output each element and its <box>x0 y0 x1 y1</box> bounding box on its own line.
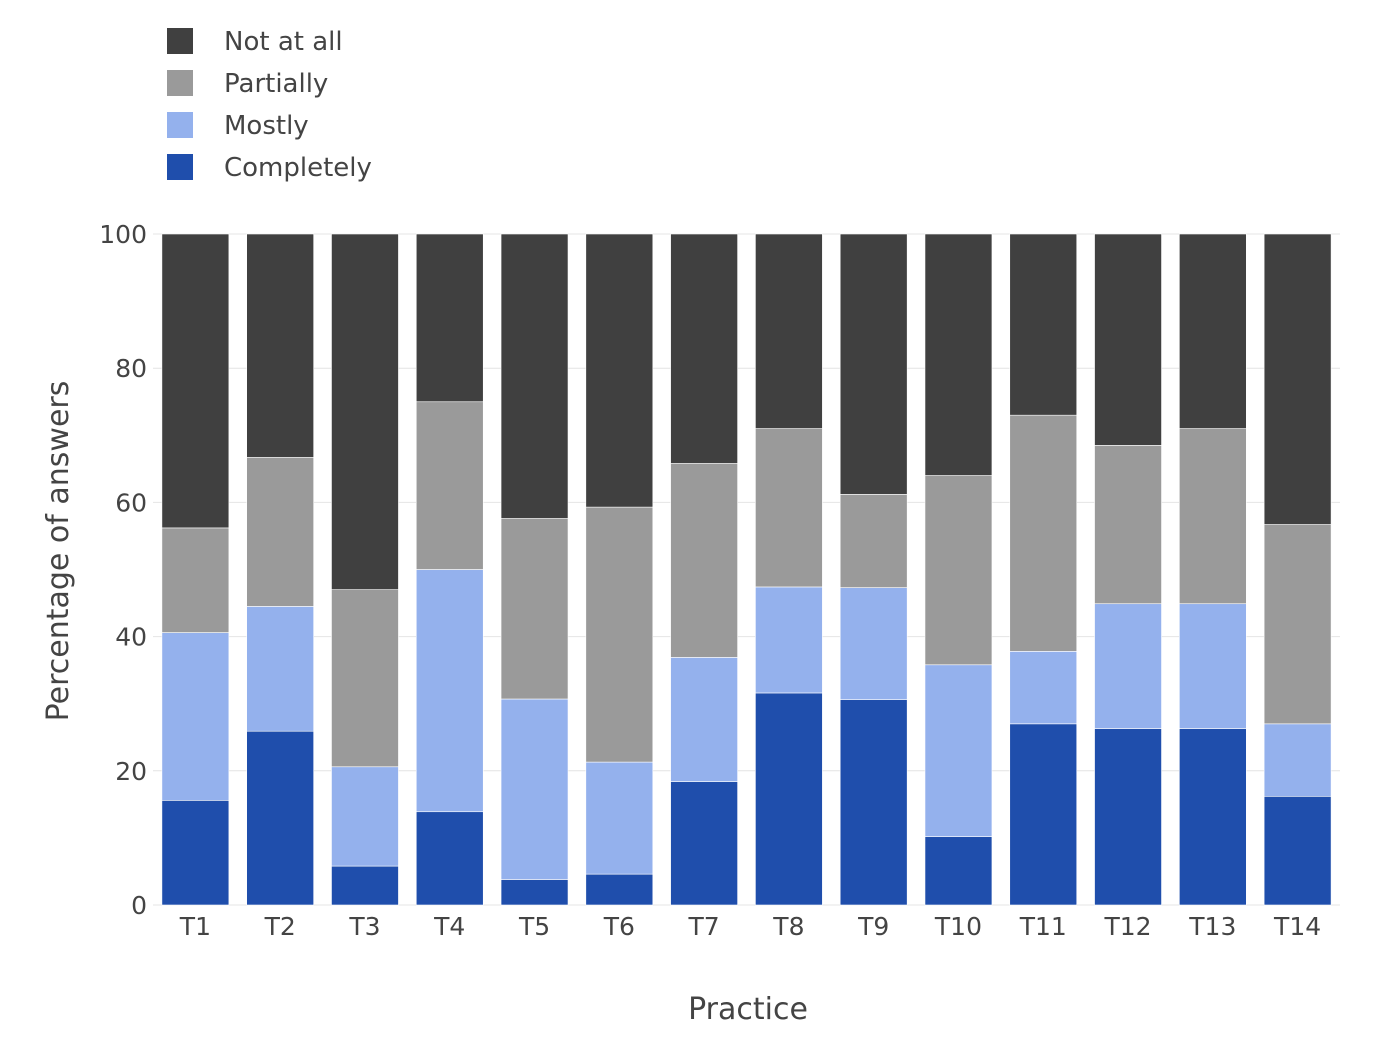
bar-T7-mostly <box>670 657 738 782</box>
x-tick-label: T10 <box>934 912 982 941</box>
bar-T10-partially <box>924 475 993 666</box>
bar-T13-mostly <box>1179 603 1247 729</box>
bar-T9-partially <box>839 494 908 588</box>
x-tick-label: T3 <box>348 912 380 941</box>
bar-T9-mostly <box>839 587 908 700</box>
bar-T5-partially <box>500 518 569 700</box>
bar-T14-mostly <box>1263 723 1332 797</box>
bar-T4-not-at-all <box>415 233 484 403</box>
x-tick-label: T11 <box>1019 912 1067 941</box>
bar-T8-not-at-all <box>755 233 823 429</box>
x-tick-label: T6 <box>603 912 635 941</box>
bar-T8-partially <box>755 428 823 588</box>
bar-T6-mostly <box>585 761 654 875</box>
x-tick-label: T14 <box>1273 912 1321 941</box>
y-tick-label: 60 <box>115 488 147 517</box>
bar-T5-mostly <box>500 698 569 880</box>
bar-T6-partially <box>585 506 654 763</box>
bar-T1-mostly <box>161 632 230 801</box>
bar-T7-completely <box>670 781 738 906</box>
y-tick-label: 100 <box>99 220 147 249</box>
x-axis-title: Practice <box>688 992 808 1027</box>
bar-T10-mostly <box>924 664 993 837</box>
y-tick-label: 20 <box>115 757 147 786</box>
gridlines <box>153 233 1340 906</box>
y-tick-label: 80 <box>115 354 147 383</box>
bar-T14-partially <box>1263 524 1332 725</box>
legend-swatch-completely <box>167 154 193 180</box>
legend-label: Not at all <box>224 27 343 57</box>
bar-T12-mostly <box>1094 603 1162 729</box>
bar-T10-not-at-all <box>924 233 993 476</box>
bar-T6-completely <box>585 873 654 906</box>
bar-T4-completely <box>415 811 484 906</box>
bar-T12-completely <box>1094 728 1162 906</box>
x-tick-label: T1 <box>179 912 211 941</box>
x-tick-label: T8 <box>772 912 804 941</box>
bar-T12-partially <box>1094 445 1162 605</box>
y-tick-label: 40 <box>115 623 147 652</box>
bar-T1-partially <box>161 527 230 633</box>
bar-T2-completely <box>246 730 314 906</box>
bar-T12-not-at-all <box>1094 233 1162 446</box>
bar-T10-completely <box>924 836 993 906</box>
bar-T3-mostly <box>331 766 399 867</box>
bar-T1-not-at-all <box>161 233 230 529</box>
bar-T6-not-at-all <box>585 233 654 508</box>
x-tick-label: T2 <box>264 912 296 941</box>
bar-T2-not-at-all <box>246 233 314 458</box>
y-axis-ticks: 0 20 40 60 80 100 <box>99 220 147 920</box>
x-tick-label: T7 <box>688 912 720 941</box>
bar-T4-partially <box>415 401 484 570</box>
bar-T14-completely <box>1263 795 1332 906</box>
bar-T11-not-at-all <box>1009 233 1078 416</box>
bar-T5-not-at-all <box>500 233 569 519</box>
x-tick-label: T9 <box>857 912 889 941</box>
x-tick-label: T13 <box>1188 912 1236 941</box>
bar-T7-partially <box>670 463 738 658</box>
bar-T11-completely <box>1009 723 1078 906</box>
legend-label: Mostly <box>224 111 309 141</box>
bar-T7-not-at-all <box>670 233 738 464</box>
bar-T4-mostly <box>415 569 484 813</box>
legend-label: Partially <box>224 69 328 99</box>
y-axis-title: Percentage of answers <box>41 381 76 722</box>
legend-swatch-not-at-all <box>167 28 193 54</box>
bar-T5-completely <box>500 879 569 906</box>
bar-T13-completely <box>1179 728 1247 906</box>
legend: Not at all Partially Mostly Completely <box>167 27 372 183</box>
bar-T13-not-at-all <box>1179 233 1247 429</box>
x-tick-label: T5 <box>518 912 550 941</box>
bar-T1-completely <box>161 800 230 906</box>
bar-T8-mostly <box>755 586 823 694</box>
y-tick-label: 0 <box>131 891 147 920</box>
x-tick-label: T4 <box>433 912 465 941</box>
legend-swatch-partially <box>167 70 193 96</box>
bar-T9-not-at-all <box>839 233 908 495</box>
bar-T3-not-at-all <box>331 233 399 590</box>
bar-T2-partially <box>246 457 314 607</box>
bar-T9-completely <box>839 699 908 906</box>
x-axis-ticks: T1 T2 T3 T4 T5 T6 T7 T8 T9 T10 T11 T12 T13 T14 <box>179 912 1321 941</box>
bar-T3-completely <box>331 865 399 906</box>
bar-T11-mostly <box>1009 651 1078 725</box>
x-tick-label: T12 <box>1103 912 1151 941</box>
legend-swatch-mostly <box>167 112 193 138</box>
bar-T2-mostly <box>246 606 314 732</box>
legend-label: Completely <box>224 153 372 183</box>
bar-T11-partially <box>1009 414 1078 652</box>
bar-T8-completely <box>755 692 823 906</box>
bar-T14-not-at-all <box>1263 233 1332 525</box>
bar-T13-partially <box>1179 428 1247 605</box>
bars <box>161 233 1332 906</box>
bar-T3-partially <box>331 589 399 768</box>
